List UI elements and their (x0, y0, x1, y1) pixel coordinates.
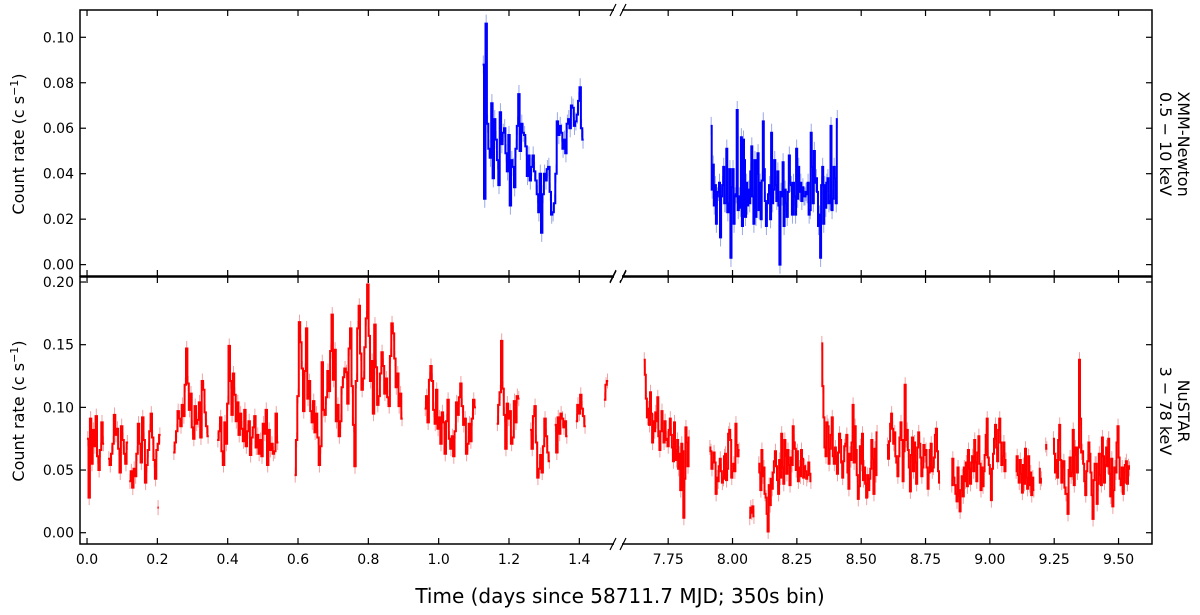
axis-break-mark (609, 270, 617, 284)
nustar-light-curve (87, 415, 105, 499)
xtick-label: 9.50 (1103, 552, 1134, 568)
axis-break-gap (614, 541, 622, 547)
xmm-band-label: 0.5 − 10 keV (1156, 92, 1175, 196)
nustar-light-curve (108, 413, 129, 474)
top-y-axis-title: Count rate (c s−1) (8, 73, 28, 214)
x-axis-title: Time (days since 58711.7 MJD; 350s bin) (414, 584, 824, 608)
nustar-segment (157, 500, 159, 516)
nustar-segment (530, 398, 550, 486)
nustar-segment (217, 338, 279, 473)
nustar-ytick-label: 0.10 (43, 400, 74, 416)
nustar-light-curve (1015, 447, 1035, 497)
xtick-label: 8.00 (717, 552, 748, 568)
xmm-segment (482, 14, 584, 242)
axis-break-mark (619, 537, 627, 551)
nustar-ytick-label: 0.20 (43, 275, 74, 291)
axis-break-mark (619, 3, 627, 17)
xmm-ytick-label: 0.08 (43, 76, 74, 92)
nustar-light-curve (749, 505, 755, 519)
xtick-label: 0.4 (217, 552, 239, 568)
nustar-light-curve (1038, 467, 1042, 484)
axis-break-mark (619, 270, 627, 284)
nustar-ytick-label: 0.00 (43, 526, 74, 542)
xmm-light-curve (710, 109, 838, 266)
xmm-newton-panel: 0.00 0.02 0.04 0.06 0.08 0.10 (43, 3, 1153, 283)
nustar-segment (886, 377, 941, 499)
nustar-segment (575, 387, 586, 434)
nustar-light-curve (575, 393, 586, 428)
xtick-label: 0.6 (287, 552, 309, 568)
nustar-segment (294, 277, 403, 483)
nustar-light-curve (951, 417, 1007, 513)
nustar-light-curve (294, 283, 403, 477)
nustar-instrument-label: NuSTAR (1174, 380, 1193, 443)
nustar-ytick-label: 0.05 (43, 463, 74, 479)
nustar-light-curve (554, 412, 568, 454)
axis-break-mark (609, 3, 617, 17)
xtick-label: 0.2 (146, 552, 168, 568)
xtick-label: 1.0 (428, 552, 450, 568)
nustar-segment (1052, 352, 1131, 527)
nustar-segment (603, 373, 609, 408)
xmm-instrument-label: XMM-Newton (1174, 91, 1193, 196)
xtick-label: 9.25 (1039, 552, 1070, 568)
nustar-segment (821, 335, 878, 507)
xmm-segment (710, 100, 838, 274)
xtick-label: 9.00 (974, 552, 1005, 568)
xtick-label: 1.2 (498, 552, 520, 568)
axis-break-mark (609, 537, 617, 551)
nustar-segment (951, 411, 1007, 519)
xtick-label: 0.0 (76, 552, 98, 568)
nustar-light-curve (173, 347, 209, 454)
nustar-light-curve (821, 342, 878, 500)
nustar-segment (496, 333, 520, 457)
xmm-light-curve (482, 22, 584, 234)
xmm-ytick-label: 0.06 (43, 121, 74, 137)
nustar-light-curve (217, 344, 279, 466)
nustar-segment (758, 418, 812, 539)
axis-break-gap (614, 7, 622, 13)
nustar-segment (173, 340, 209, 461)
xtick-label: 1.4 (568, 552, 590, 568)
nustar-segment (709, 416, 740, 502)
nustar-band-label: 3 − 78 keV (1156, 367, 1175, 456)
nustar-segment (108, 407, 129, 481)
nustar-light-curve (758, 425, 812, 533)
xmm-axes-frame (79, 9, 1153, 277)
nustar-segment (554, 406, 568, 461)
bottom-y-axis-title: Count rate (c s−1) (8, 340, 28, 481)
xmm-ytick-label: 0.04 (43, 167, 74, 183)
nustar-segment (1038, 461, 1042, 491)
nustar-segment (749, 498, 755, 526)
xtick-label: 8.50 (846, 552, 877, 568)
nustar-light-curve (709, 422, 740, 495)
nustar-panel: 0.00 0.05 0.10 0.15 0.20 0.0 0.2 0.4 0.6 0.8 1.0 1.… (43, 270, 1153, 568)
nustar-light-curve (424, 365, 476, 458)
xmm-ytick-label: 0.00 (43, 258, 74, 274)
nustar-light-curve (643, 358, 690, 519)
nustar-light-curve (886, 383, 941, 493)
xtick-label: 8.25 (781, 552, 812, 568)
nustar-segment (1015, 441, 1035, 503)
nustar-segment (87, 408, 105, 506)
nustar-segment (129, 406, 161, 496)
xmm-ytick-label: 0.02 (43, 212, 74, 228)
nustar-segment (643, 352, 690, 526)
nustar-light-curve (1045, 444, 1048, 450)
nustar-light-curve (603, 380, 609, 401)
xtick-label: 7.75 (653, 552, 684, 568)
axis-break-gap (614, 274, 622, 280)
xmm-ytick-label: 0.10 (43, 30, 74, 46)
nustar-segment (424, 358, 476, 464)
nustar-light-curve (530, 405, 550, 479)
nustar-light-curve (496, 339, 520, 450)
xtick-label: 8.75 (910, 552, 941, 568)
nustar-segment (1045, 437, 1048, 457)
xtick-label: 0.8 (357, 552, 379, 568)
nustar-ytick-label: 0.15 (43, 338, 74, 354)
nustar-light-curve (1052, 358, 1130, 520)
nustar-light-curve (129, 412, 161, 489)
